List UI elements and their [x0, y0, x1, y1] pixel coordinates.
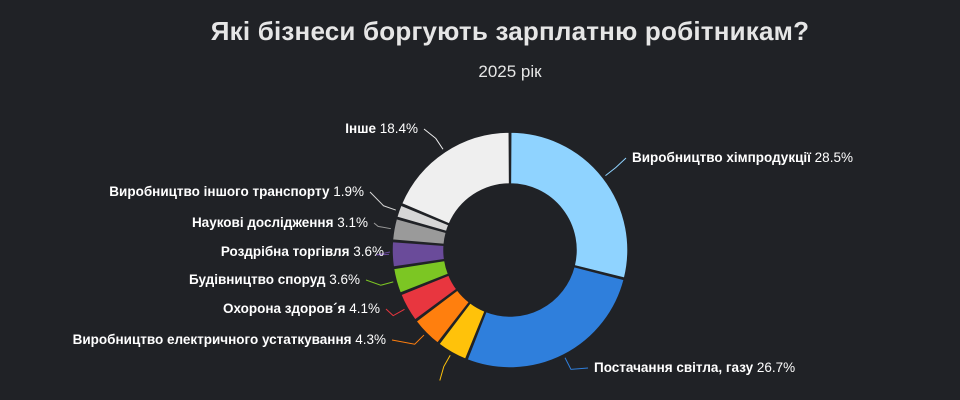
- slice-label-value: 4.1%: [345, 301, 380, 316]
- leader-line: [564, 357, 589, 370]
- slice-label-value: 4.3%: [351, 332, 386, 347]
- slice-label-value: 28.5%: [811, 150, 853, 165]
- chart-title: Які бізнеси боргують зарплатню робітника…: [210, 16, 810, 46]
- leader-line: [439, 354, 451, 381]
- slice-label-value: 3.6%: [349, 244, 384, 259]
- slice-label-name: Роздрібна торгівля: [221, 244, 350, 259]
- leader-line: [365, 279, 394, 286]
- leader-line: [369, 191, 396, 211]
- leader-line: [385, 308, 405, 317]
- donut-slice: [399, 274, 458, 321]
- slice-label-name: Виробництво електричного устаткування: [73, 332, 352, 347]
- slice-label-value: 18.4%: [376, 121, 418, 136]
- slice-label: Інше 18.4%: [345, 121, 418, 136]
- leader-line: [605, 157, 627, 177]
- leader-line: [375, 251, 391, 256]
- slice-label: Виробництво електричного устаткування 4.…: [73, 332, 386, 347]
- slice-label-name: Наукові дослідження: [192, 215, 334, 230]
- donut-slice: [415, 289, 471, 344]
- donut-slices: [391, 131, 629, 369]
- slice-label-name: Будівництво споруд: [189, 272, 326, 287]
- slice-label: Виробництво іншого транспорту 1.9%: [109, 184, 364, 199]
- slice-labels: Виробництво хімпродукції 28.5% Постачання…: [73, 121, 853, 375]
- slice-label-name: Інше: [345, 121, 376, 136]
- leader-line: [391, 334, 425, 345]
- donut-slice: [392, 259, 450, 294]
- slice-label: Будівництво споруд 3.6%: [189, 272, 360, 287]
- donut-slice: [438, 301, 486, 361]
- leader-line: [373, 222, 391, 230]
- donut-slice: [391, 240, 446, 268]
- chart-subtitle: 2025 рік: [478, 62, 542, 81]
- slice-label: Наукові дослідження 3.1%: [192, 215, 368, 230]
- slice-label: Охорона здоров´я 4.1%: [223, 301, 380, 316]
- donut-slice: [509, 131, 629, 279]
- donut-slice: [395, 204, 450, 233]
- slice-label-value: 26.7%: [753, 360, 795, 375]
- slice-label: Постачання світла, газу 26.7%: [594, 360, 795, 375]
- slice-label: Роздрібна торгівля 3.6%: [221, 244, 384, 259]
- donut-slice: [466, 265, 625, 369]
- slice-label-value: 1.9%: [329, 184, 364, 199]
- donut-slice: [400, 131, 511, 225]
- slice-label-name: Охорона здоров´я: [223, 301, 346, 316]
- slice-label: Виробництво хімпродукції 28.5%: [632, 150, 853, 165]
- donut-slice: [391, 217, 448, 246]
- leader-line: [423, 128, 444, 150]
- slice-label-value: 3.6%: [325, 272, 360, 287]
- slice-label-value: 3.1%: [333, 215, 368, 230]
- leader-lines: [365, 128, 627, 381]
- slice-label-name: Виробництво хімпродукції: [632, 150, 812, 165]
- slice-label-name: Постачання світла, газу: [594, 360, 754, 375]
- slice-label-name: Виробництво іншого транспорту: [109, 184, 330, 199]
